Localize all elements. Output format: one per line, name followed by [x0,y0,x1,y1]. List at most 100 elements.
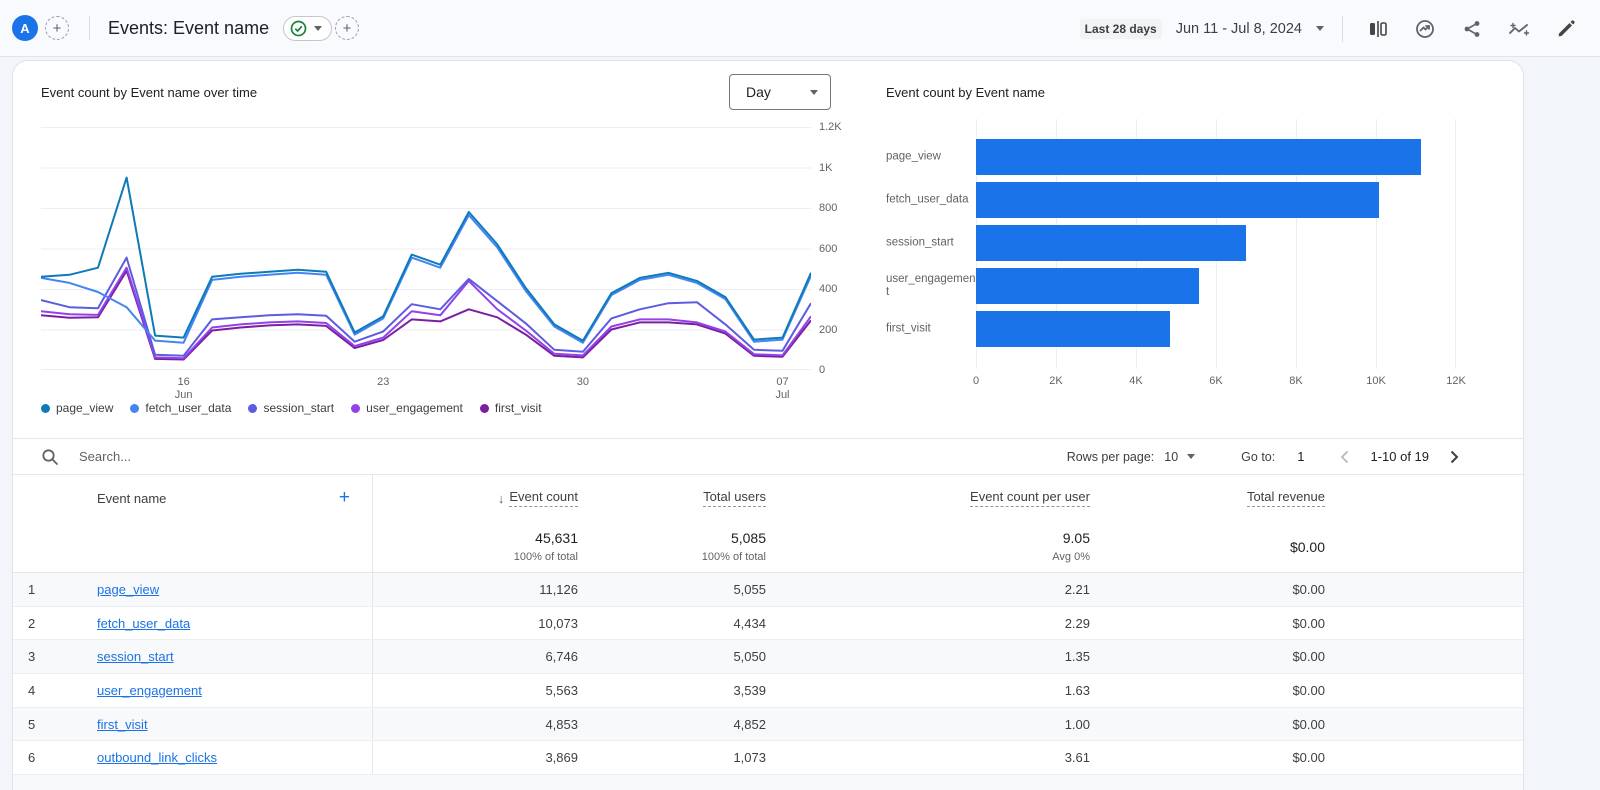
plus-icon: + [53,20,62,37]
row-number: 1 [13,573,85,606]
legend-label: user_engagement [366,401,463,415]
bar-chart-plot[interactable] [976,119,1456,369]
legend-item-user_engagement[interactable]: user_engagement [351,401,463,415]
totals-per-user: 9.05 Avg 0% [794,521,1118,572]
event-count-value: 5,563 [373,674,606,707]
event-name-link[interactable]: first_visit [85,708,373,741]
header-total-users[interactable]: Total users [606,475,794,521]
event-count-value: 3,869 [373,741,606,774]
table-row[interactable]: 6outbound_link_clicks3,8691,0733.61$0.00 [13,741,1523,775]
legend-item-session_start[interactable]: session_start [248,401,334,415]
revenue-value: $0.00 [1118,741,1353,774]
bar-category-label: fetch_user_data [886,194,976,207]
search-icon[interactable] [41,448,59,466]
total-users-value: 5,055 [606,573,794,606]
bar-first_visit[interactable] [976,311,1170,347]
table-row-partial[interactable] [13,775,1523,790]
legend-item-fetch_user_data[interactable]: fetch_user_data [130,401,231,415]
bar-x-tick: 12K [1446,375,1466,387]
line-x-tick: 07Jul [775,376,789,402]
granularity-value: Day [746,84,771,100]
bar-category-label: user_engagement [886,273,976,299]
table-row[interactable]: 4user_engagement5,5633,5391.63$0.00 [13,674,1523,708]
table-row[interactable]: 1page_view11,1265,0552.21$0.00 [13,573,1523,607]
event-name-link[interactable]: session_start [85,640,373,673]
line-y-tick: 1K [819,162,832,174]
line-chart-plot[interactable] [41,127,811,370]
event-name-link[interactable]: fetch_user_data [85,607,373,640]
table-row[interactable]: 2fetch_user_data10,0734,4342.29$0.00 [13,607,1523,641]
chevron-down-icon [1187,454,1195,459]
table-header-row: Event name + ↓ Event count Total users E… [13,474,1523,521]
chevron-down-icon[interactable] [1316,26,1324,31]
chevron-down-icon [314,26,322,31]
event-name-link[interactable]: session_start [97,649,174,664]
event-count-value: 10,073 [373,607,606,640]
add-column-button[interactable]: + [339,487,350,509]
add-report-button[interactable]: + [45,16,69,40]
total-users-value: 4,434 [606,607,794,640]
per-user-value: 3.61 [794,741,1118,774]
event-name-link[interactable]: fetch_user_data [97,616,190,631]
insights-icon[interactable] [1408,12,1441,45]
legend-label: first_visit [495,401,542,415]
legend-item-first_visit[interactable]: first_visit [480,401,542,415]
header-event-count[interactable]: ↓ Event count [373,475,606,521]
per-user-value: 1.00 [794,708,1118,741]
comparison-chip[interactable] [283,16,332,41]
line-x-tick: 23 [377,376,389,389]
previous-page-icon[interactable] [1336,448,1354,466]
edit-icon[interactable] [1549,12,1582,45]
line-y-tick: 400 [819,283,837,295]
explore-sparkline-icon[interactable] [1502,12,1535,45]
row-number: 5 [13,708,85,741]
top-app-bar: A + Events: Event name + Last 28 days Ju… [0,0,1600,57]
search-input[interactable]: Search... [79,449,131,464]
bar-x-tick: 6K [1209,375,1222,387]
event-name-link[interactable]: user_engagement [97,683,202,698]
event-name-link[interactable]: page_view [97,582,159,597]
event-name-link[interactable]: first_visit [97,717,148,732]
table-body: 1page_view11,1265,0552.21$0.002fetch_use… [13,573,1523,790]
event-name-link[interactable]: user_engagement [85,674,373,707]
event-name-link[interactable]: outbound_link_clicks [85,741,373,774]
rows-per-page-select[interactable]: 10 [1164,450,1195,464]
totals-total-users: 5,085 100% of total [606,521,794,572]
total-users-value: 1,073 [606,741,794,774]
event-name-link[interactable]: page_view [85,573,373,606]
row-number: 2 [13,607,85,640]
next-page-icon[interactable] [1445,448,1463,466]
legend-item-page_view[interactable]: page_view [41,401,113,415]
bar-user_engagement[interactable] [976,268,1199,304]
avatar[interactable]: A [12,15,38,41]
legend-dot [248,404,257,413]
revenue-value: $0.00 [1118,573,1353,606]
table-row[interactable]: 3session_start6,7465,0501.35$0.00 [13,640,1523,674]
granularity-select[interactable]: Day [729,74,831,110]
add-comparison-button[interactable]: + [335,16,359,40]
legend-dot [130,404,139,413]
rows-per-page-label: Rows per page: [1067,450,1155,464]
divider [1342,16,1343,42]
table-row[interactable]: 5first_visit4,8534,8521.00$0.00 [13,708,1523,742]
bar-x-tick: 10K [1366,375,1386,387]
line-chart-title: Event count by Event name over time [41,85,257,100]
share-icon[interactable] [1455,12,1488,45]
table-totals-row: 45,631 100% of total 5,085 100% of total… [13,521,1523,573]
bar-fetch_user_data[interactable] [976,182,1379,218]
goto-page-input[interactable]: 1 [1297,449,1304,464]
event-name-link[interactable]: outbound_link_clicks [97,750,217,765]
line-y-tick: 1.2K [819,121,842,133]
header-event-name[interactable]: Event name + [85,475,373,521]
legend-label: fetch_user_data [145,401,231,415]
bar-page_view[interactable] [976,139,1421,175]
line-y-tick: 0 [819,364,825,376]
header-total-revenue[interactable]: Total revenue [1118,475,1353,521]
header-event-count-per-user[interactable]: Event count per user [794,475,1118,521]
date-range-text[interactable]: Jun 11 - Jul 8, 2024 [1176,21,1302,37]
bar-x-tick: 8K [1289,375,1302,387]
bar-session_start[interactable] [976,225,1246,261]
row-number: 3 [13,640,85,673]
comparison-icon[interactable] [1361,12,1394,45]
sort-desc-icon: ↓ [498,491,505,506]
